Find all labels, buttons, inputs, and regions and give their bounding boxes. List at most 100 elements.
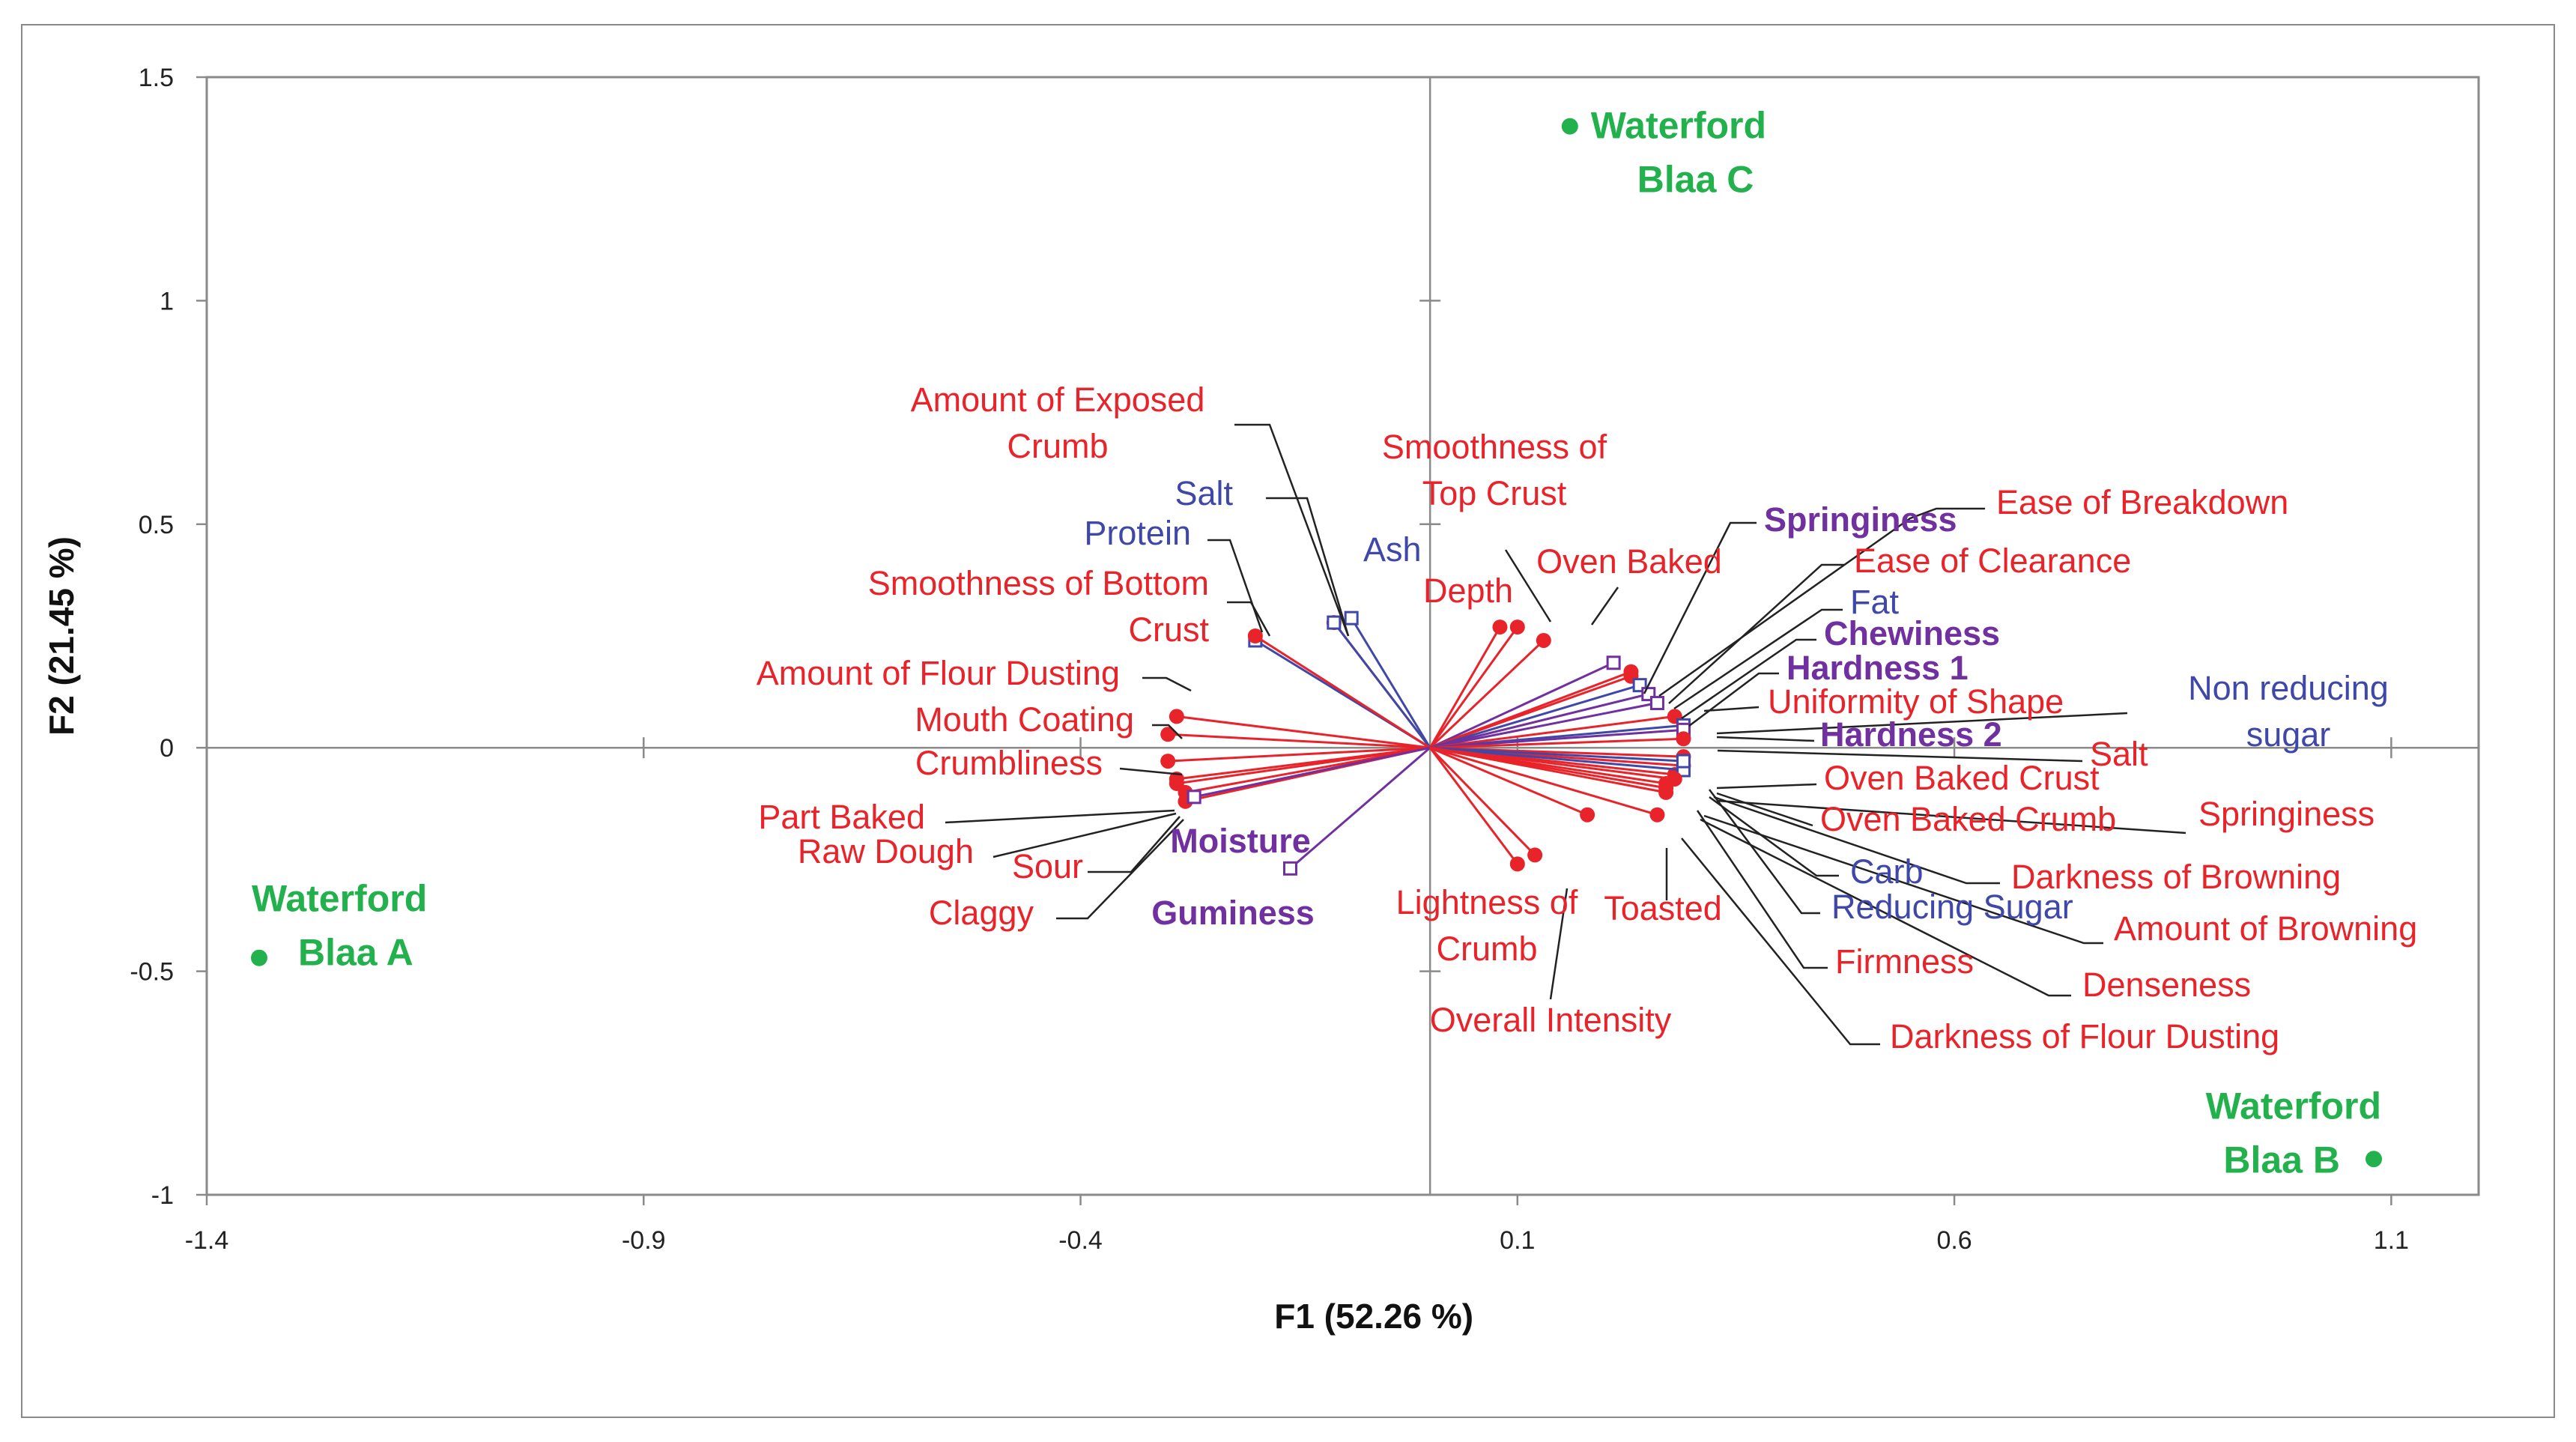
marker-reducing-sugar — [1676, 754, 1691, 769]
vector-toasted — [1429, 746, 1588, 817]
marker-depth — [1509, 619, 1525, 635]
variable-vectors-layer — [1160, 611, 1691, 876]
marker-overall-intensity — [1527, 847, 1543, 863]
vector-overall-intensity — [1429, 747, 1536, 856]
leader-salt — [1717, 749, 2083, 763]
leader-amount-of-browning — [1703, 814, 2103, 945]
variable-label-darkness-of-flour-dusting: Darkness of Flour Dusting — [1890, 1017, 2279, 1055]
leader-darkness-of-flour-dusting — [1681, 837, 1880, 1046]
variable-label-oven-baked-crust: Oven Baked Crust — [1824, 759, 2100, 797]
x-tick-label: 0.1 — [1500, 1226, 1535, 1255]
variable-label-moisture: Moisture — [1170, 822, 1311, 860]
observation-point-waterford-blaa-a — [250, 949, 267, 966]
marker-amount-of-flour-dusting — [1169, 709, 1184, 724]
variable-label-reducing-sugar: Reducing Sugar — [1831, 888, 2073, 926]
vector-amount-of-flour-dusting — [1176, 715, 1431, 749]
leader-oven-baked-crumb — [1716, 792, 1813, 827]
leader-lines-layer — [945, 423, 2186, 1046]
leader-crumbliness — [1119, 767, 1183, 776]
variable-label-protein: Protein — [1084, 514, 1191, 552]
variable-label-smoothness-of-bottom-crust: Smoothness of Bottom Crust — [868, 564, 1210, 649]
x-tick-label: -1.4 — [185, 1226, 229, 1255]
variable-label-oven-baked: Oven Baked — [1536, 542, 1722, 581]
leader-oven-baked-crust — [1716, 783, 1817, 790]
leader-chewiness — [1681, 638, 1816, 720]
leader-non-reducing-sugar — [1716, 712, 2128, 735]
vector-springiness — [1429, 661, 1614, 749]
vector-smoothness-of-top-crust — [1428, 626, 1501, 748]
marker-moisture — [1187, 790, 1201, 805]
variable-label-amount-of-flour-dusting: Amount of Flour Dusting — [757, 654, 1120, 692]
variable-label-overall-intensity: Overall Intensity — [1430, 1001, 1672, 1039]
variable-label-lightness-of-crumb: Lightness of Crumb — [1396, 883, 1578, 968]
vector-uniformity-of-shape — [1429, 715, 1675, 749]
leader-uniformity-of-shape — [1703, 706, 1760, 712]
variable-label-crumbliness: Crumbliness — [915, 744, 1103, 782]
vector-guminess — [1289, 747, 1431, 870]
marker-denseness — [1658, 784, 1674, 800]
leader-reducing-sugar — [1708, 789, 1820, 915]
leader-carb — [1709, 796, 1839, 877]
marker-mouth-coating — [1160, 727, 1176, 742]
variable-label-hardness-1: Hardness 1 — [1786, 649, 1969, 687]
observation-label-waterford-blaa-b: Waterford Blaa B — [2206, 1085, 2381, 1181]
observation-label-waterford-blaa-a: Waterford Blaa A — [252, 878, 427, 974]
vector-smoothness-of-bottom-crust — [1255, 634, 1431, 749]
variable-label-chewiness: Chewiness — [1824, 614, 2000, 652]
marker-ash — [1344, 611, 1359, 625]
leader-firmness — [1696, 810, 1828, 969]
observation-point-waterford-blaa-b — [2366, 1151, 2383, 1168]
vector-salt — [1430, 737, 1684, 749]
variable-label-non-reducing-sugar: Non reducing sugar — [2188, 669, 2389, 754]
leader-claggy — [1056, 819, 1184, 920]
marker-crumbliness — [1160, 754, 1176, 769]
leader-raw-dough — [992, 812, 1177, 858]
y-tick-label: -0.5 — [130, 958, 174, 987]
x-tick-label: -0.4 — [1058, 1226, 1103, 1255]
vector-oven-baked — [1429, 639, 1545, 749]
observation-point-waterford-blaa-c — [1561, 118, 1578, 135]
variable-label-mouth-coating: Mouth Coating — [915, 700, 1134, 739]
variable-label-firmness: Firmness — [1835, 942, 1974, 981]
observation-label-waterford-blaa-c: Waterford Blaa C — [1591, 105, 1766, 201]
x-tick-label: 0.6 — [1936, 1226, 1972, 1255]
vector-darkness-of-flour-dusting — [1429, 746, 1658, 817]
leader-salt — [1266, 497, 1350, 637]
x-tick-label: 1.1 — [2374, 1226, 2409, 1255]
variable-label-ease-of-clearance: Ease of Clearance — [1854, 542, 2131, 580]
leader-springiness — [1716, 799, 2186, 834]
marker-springiness — [1606, 655, 1621, 670]
variable-label-darkness-of-browning: Darkness of Browning — [2011, 858, 2341, 896]
variable-label-springiness: Springiness — [1764, 500, 1957, 539]
variable-label-guminess: Guminess — [1151, 894, 1315, 932]
variable-label-salt: Salt — [2090, 735, 2148, 773]
vector-fat — [1429, 684, 1640, 749]
marker-oven-baked — [1536, 632, 1551, 648]
vector-raw-dough — [1176, 746, 1431, 785]
variable-label-carb: Carb — [1850, 852, 1924, 891]
observations-layer: Waterford Blaa A Waterford Blaa B Waterford B… — [250, 105, 2383, 1181]
vector-mouth-coating — [1168, 733, 1431, 749]
leader-mouth-coating — [1152, 724, 1183, 739]
y-axis-title: F2 (21.45 %) — [42, 536, 81, 736]
leader-sour — [1088, 816, 1181, 873]
vector-crumbliness — [1168, 746, 1431, 763]
marker-smoothness-of-bottom-crust — [1247, 628, 1263, 643]
variable-label-fat: Fat — [1850, 583, 1900, 621]
leader-part-baked — [945, 809, 1175, 824]
axes-layer: 1.5 1 0.5 0 -0.5 -1 -1.4 -0.9 -0.4 0.1 0.6 1.1 — [130, 64, 2480, 1255]
variable-label-denseness: Denseness — [2082, 966, 2251, 1004]
vector-hardness-1 — [1429, 702, 1658, 749]
marker-lightness-of-crumb — [1509, 856, 1525, 872]
leader-smoothness-of-top-crust — [1504, 549, 1552, 622]
variable-label-hardness-2: Hardness 2 — [1820, 715, 2002, 754]
leader-protein — [1207, 539, 1264, 633]
variable-label-uniformity-of-shape: Uniformity of Shape — [1768, 682, 2064, 721]
variable-label-sour: Sour — [1012, 847, 1083, 885]
marker-guminess — [1283, 861, 1298, 876]
vector-ash — [1350, 617, 1431, 748]
variable-label-depth: Depth — [1423, 572, 1513, 610]
vector-hardness-2 — [1430, 728, 1684, 749]
leader-overall-intensity — [1549, 888, 1569, 1000]
y-tick-label: 1 — [160, 287, 174, 315]
